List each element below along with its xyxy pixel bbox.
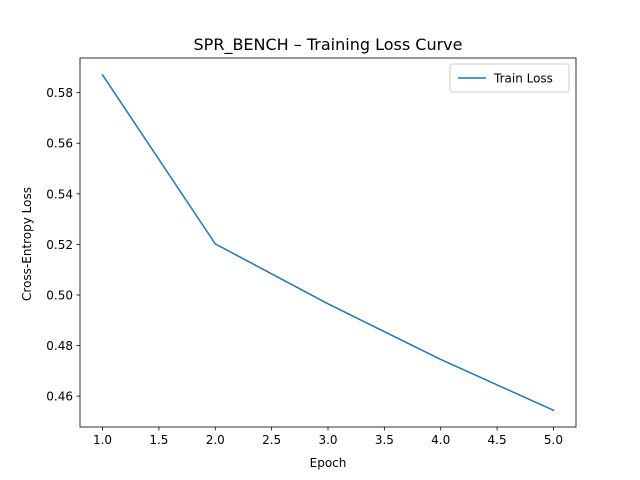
x-tick-label: 5.0 (544, 433, 563, 447)
x-axis-label: Epoch (310, 456, 347, 470)
y-tick-label: 0.50 (46, 288, 73, 302)
y-tick-label: 0.58 (46, 86, 73, 100)
x-tick-label: 3.5 (375, 433, 394, 447)
y-axis-label: Cross-Entropy Loss (20, 187, 34, 301)
x-tick-label: 1.0 (93, 433, 112, 447)
y-tick-label: 0.48 (46, 339, 73, 353)
legend-label: Train Loss (493, 72, 553, 86)
x-tick-label: 1.5 (149, 433, 168, 447)
x-tick-label: 4.0 (431, 433, 450, 447)
chart-title: SPR_BENCH – Training Loss Curve (194, 35, 463, 55)
x-tick-label: 4.5 (488, 433, 507, 447)
y-tick-label: 0.56 (46, 137, 73, 151)
y-tick-label: 0.52 (46, 238, 73, 252)
x-tick-label: 2.0 (206, 433, 225, 447)
x-tick-label: 2.5 (262, 433, 281, 447)
legend: Train Loss (450, 64, 569, 92)
y-tick-label: 0.46 (46, 390, 73, 404)
x-tick-label: 3.0 (318, 433, 337, 447)
y-tick-label: 0.54 (46, 187, 73, 201)
